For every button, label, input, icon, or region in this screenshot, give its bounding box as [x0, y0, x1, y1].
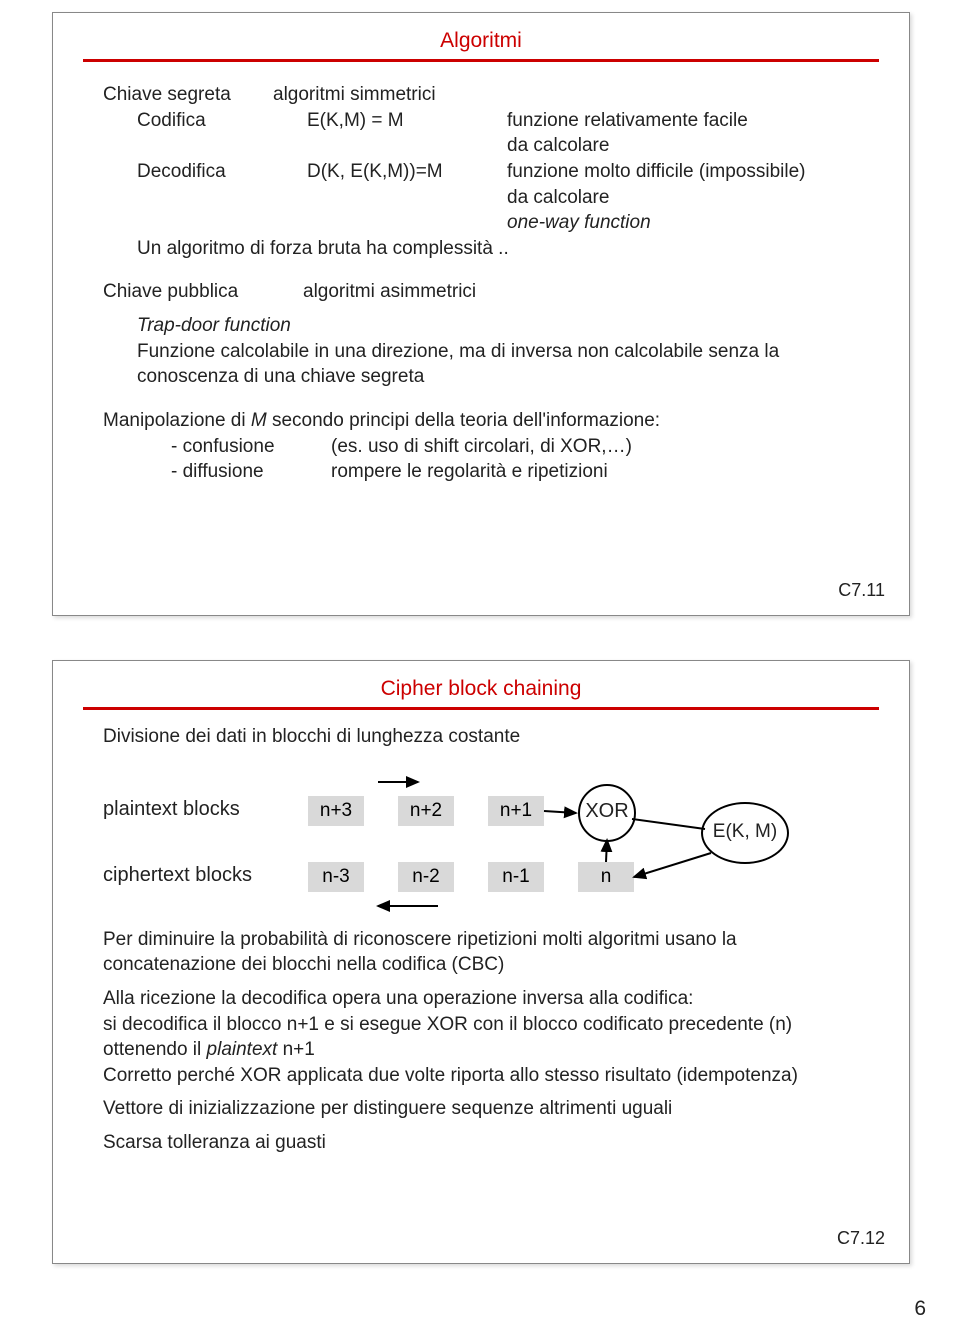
cbc-diagram: plaintext blocksciphertext blocksn+3n+2n… [103, 774, 865, 909]
desc-codifica: funzione relativamente facile da calcola… [507, 108, 865, 159]
manip-m: M [251, 410, 267, 431]
label-alg-simm: algoritmi simmetrici [273, 82, 473, 108]
page-number: 6 [914, 1297, 926, 1321]
label-codifica: Codifica [137, 108, 307, 159]
manip-post: secondo principi della teoria dell'infor… [267, 410, 660, 431]
slide-cbc: Cipher block chaining Divisione dei dati… [52, 660, 910, 1264]
formula-dkm: D(K, E(K,M))=M [307, 159, 507, 236]
trap-door-title: Trap-door function [137, 313, 865, 339]
desc-decodifica: funzione molto difficile (impossibile) d… [507, 159, 865, 236]
cbc-p2b-post: n+1 [277, 1039, 315, 1060]
manip-pre: Manipolazione di [103, 410, 251, 431]
cbc-p3: Vettore di inizializzazione per distingu… [103, 1096, 865, 1122]
slide2-content: Divisione dei dati in blocchi di lunghez… [53, 710, 909, 1156]
desc-diffusione: rompere le regolarità e ripetizioni [331, 459, 608, 485]
slide-number: C7.11 [838, 580, 885, 601]
formula-ekm: E(K,M) = M [307, 108, 507, 159]
cbc-p2b: si decodifica il blocco n+1 e si esegue … [103, 1012, 863, 1063]
desc-decodifica-l1: funzione molto difficile (impossibile) [507, 161, 806, 182]
label-confusione: - confusione [171, 434, 331, 460]
desc-codifica-l1: funzione relativamente facile [507, 110, 748, 131]
slide1-content: Chiave segreta algoritmi simmetrici Codi… [53, 62, 909, 485]
desc-codifica-l2: da calcolare [507, 135, 609, 156]
label-alg-asimm: algoritmi asimmetrici [303, 279, 503, 305]
trap-door-desc: Funzione calcolabile in una direzione, m… [137, 339, 857, 390]
cbc-intro: Divisione dei dati in blocchi di lunghez… [103, 724, 865, 750]
slide-title: Algoritmi [53, 29, 909, 53]
row-chiave-pubblica: Chiave pubblica algoritmi asimmetrici [103, 279, 865, 305]
forza-bruta: Un algoritmo di forza bruta ha complessi… [137, 236, 865, 262]
label-chiave-pubblica: Chiave pubblica [103, 279, 303, 305]
desc-confusione: (es. uso di shift circolari, di XOR,…) [331, 434, 632, 460]
row-confusione: - confusione (es. uso di shift circolari… [171, 434, 865, 460]
cbc-p4: Scarsa tolleranza ai guasti [103, 1130, 865, 1156]
label-diffusione: - diffusione [171, 459, 331, 485]
label-decodifica: Decodifica [137, 159, 307, 236]
row-decodifica: Decodifica D(K, E(K,M))=M funzione molto… [137, 159, 865, 236]
cbc-p1: Per diminuire la probabilità di riconosc… [103, 927, 843, 978]
cbc-p2c: Corretto perché XOR applicata due volte … [103, 1063, 865, 1089]
label-chiave-segreta: Chiave segreta [103, 82, 273, 108]
one-way-function: one-way function [507, 212, 651, 233]
row-diffusione: - diffusione rompere le regolarità e rip… [171, 459, 865, 485]
slide-title: Cipher block chaining [53, 677, 909, 701]
slide-algoritmi: Algoritmi Chiave segreta algoritmi simme… [52, 12, 910, 616]
cbc-p2b-it: plaintext [207, 1039, 278, 1060]
row-chiave-segreta: Chiave segreta algoritmi simmetrici [103, 82, 865, 108]
page: Algoritmi Chiave segreta algoritmi simme… [0, 0, 960, 1339]
diagram-arrows [103, 774, 865, 909]
manipolazione-intro: Manipolazione di M secondo principi dell… [103, 408, 865, 434]
slide-number: C7.12 [837, 1228, 885, 1249]
row-codifica: Codifica E(K,M) = M funzione relativamen… [137, 108, 865, 159]
desc-decodifica-l2: da calcolare [507, 187, 609, 208]
cbc-p2: Alla ricezione la decodifica opera una o… [103, 986, 865, 1012]
